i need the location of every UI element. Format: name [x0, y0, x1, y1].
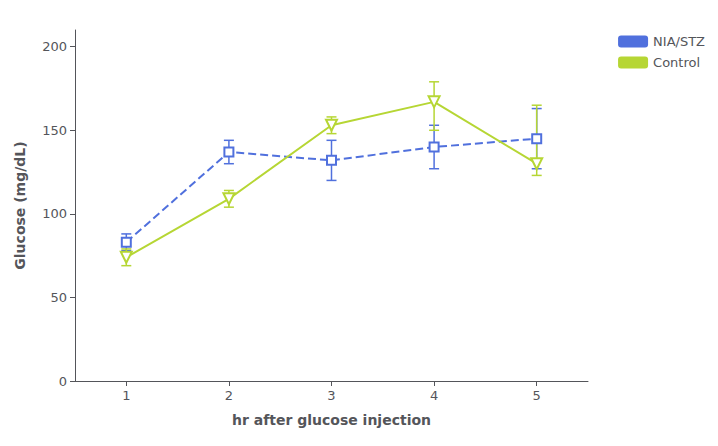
- svg-text:100: 100: [42, 206, 67, 221]
- svg-text:1: 1: [122, 388, 130, 403]
- svg-text:2: 2: [225, 388, 233, 403]
- svg-text:200: 200: [42, 39, 67, 54]
- svg-text:Control: Control: [653, 55, 700, 70]
- svg-text:150: 150: [42, 123, 67, 138]
- svg-text:hr after glucose injection: hr after glucose injection: [232, 412, 431, 428]
- svg-text:5: 5: [533, 388, 541, 403]
- svg-text:4: 4: [430, 388, 438, 403]
- svg-text:0: 0: [59, 374, 67, 389]
- svg-text:Glucose (mg/dL): Glucose (mg/dL): [12, 141, 28, 269]
- svg-text:NIA/STZ: NIA/STZ: [653, 34, 705, 49]
- svg-text:3: 3: [327, 388, 335, 403]
- svg-text:50: 50: [50, 290, 67, 305]
